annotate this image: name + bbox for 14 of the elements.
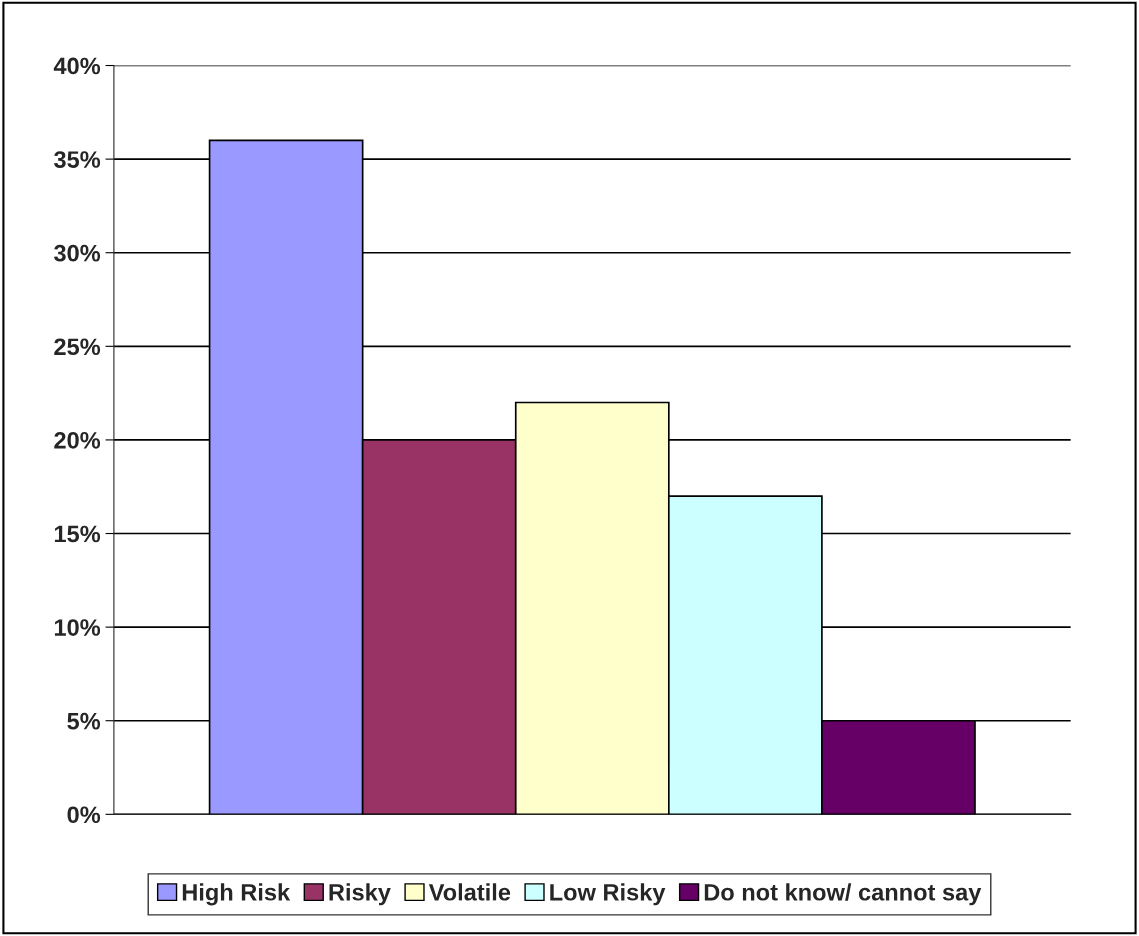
legend-label: Risky bbox=[329, 883, 391, 906]
y-tick-label: 35% bbox=[53, 151, 101, 168]
y-tick-label: 5% bbox=[67, 712, 101, 730]
y-tick-label: 30% bbox=[53, 244, 101, 262]
y-tick-label: 25% bbox=[54, 338, 101, 356]
y-tick-label: 10% bbox=[54, 619, 101, 636]
y-tick-label: 20% bbox=[54, 431, 101, 449]
y-tick-label: 40% bbox=[53, 57, 101, 75]
y-tick-label: 15% bbox=[54, 525, 101, 543]
y-tick-label: 0% bbox=[67, 806, 101, 824]
legend-label: Volatile bbox=[428, 883, 511, 901]
legend-label: Low Risky bbox=[550, 883, 666, 906]
legend-label: High Risk bbox=[182, 883, 291, 906]
legend-label: Do not know/ cannot say bbox=[704, 883, 982, 906]
